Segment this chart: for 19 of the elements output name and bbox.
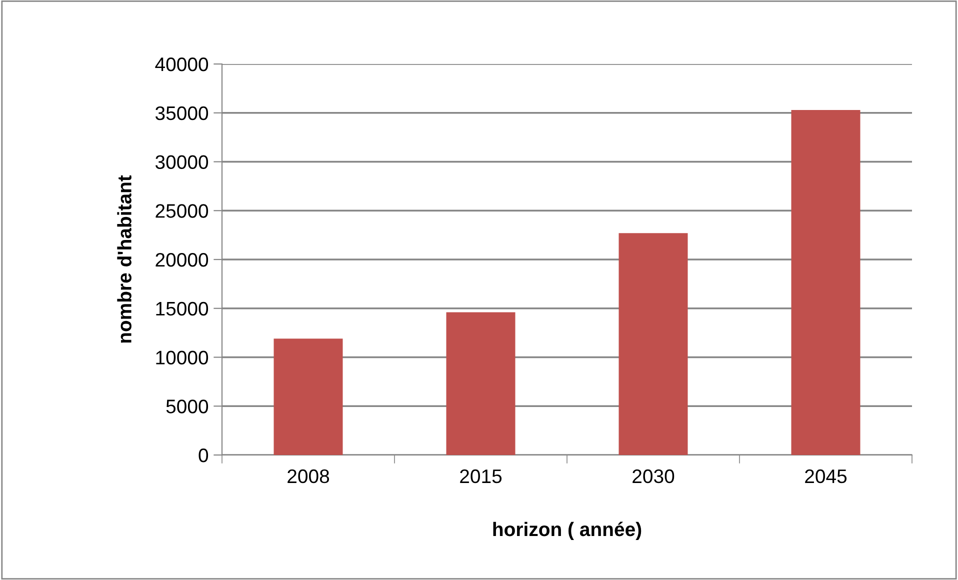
y-tick-label: 15000 bbox=[156, 302, 208, 316]
y-tick-label: 0 bbox=[198, 448, 208, 462]
y-tick-label: 10000 bbox=[156, 350, 208, 364]
x-tick-label: 2030 bbox=[632, 469, 674, 484]
y-tick-label: 35000 bbox=[155, 106, 208, 120]
y-tick-label: 25000 bbox=[156, 204, 208, 218]
x-tick-label: 2045 bbox=[805, 469, 847, 484]
y-tick-label: 5000 bbox=[166, 400, 208, 414]
y-tick-label: 40000 bbox=[155, 57, 208, 72]
y-tick-label: 30000 bbox=[155, 155, 208, 169]
bar bbox=[446, 312, 516, 455]
bar bbox=[791, 110, 860, 455]
bar bbox=[618, 233, 688, 455]
y-axis-title: nombre d'habitant bbox=[117, 175, 132, 343]
x-axis-title: horizon ( année) bbox=[493, 522, 642, 540]
x-tick-label: 2015 bbox=[460, 469, 502, 484]
bar bbox=[274, 338, 343, 455]
x-tick-label: 2008 bbox=[288, 469, 330, 484]
y-tick-label: 20000 bbox=[156, 252, 208, 267]
